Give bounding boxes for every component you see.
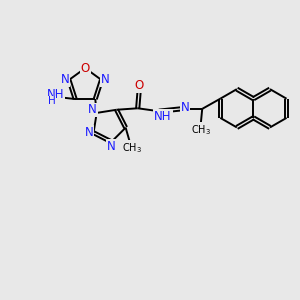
Text: N: N — [61, 74, 70, 86]
Text: N: N — [101, 74, 110, 86]
Text: N: N — [181, 101, 190, 114]
Text: H: H — [48, 96, 56, 106]
Text: CH$_3$: CH$_3$ — [191, 123, 211, 137]
Text: N: N — [106, 140, 115, 153]
Text: NH: NH — [154, 110, 172, 123]
Text: O: O — [81, 61, 90, 75]
Text: N: N — [88, 103, 97, 116]
Text: N: N — [85, 126, 93, 139]
Text: NH: NH — [47, 88, 64, 101]
Text: CH$_3$: CH$_3$ — [122, 141, 142, 154]
Text: O: O — [135, 79, 144, 92]
